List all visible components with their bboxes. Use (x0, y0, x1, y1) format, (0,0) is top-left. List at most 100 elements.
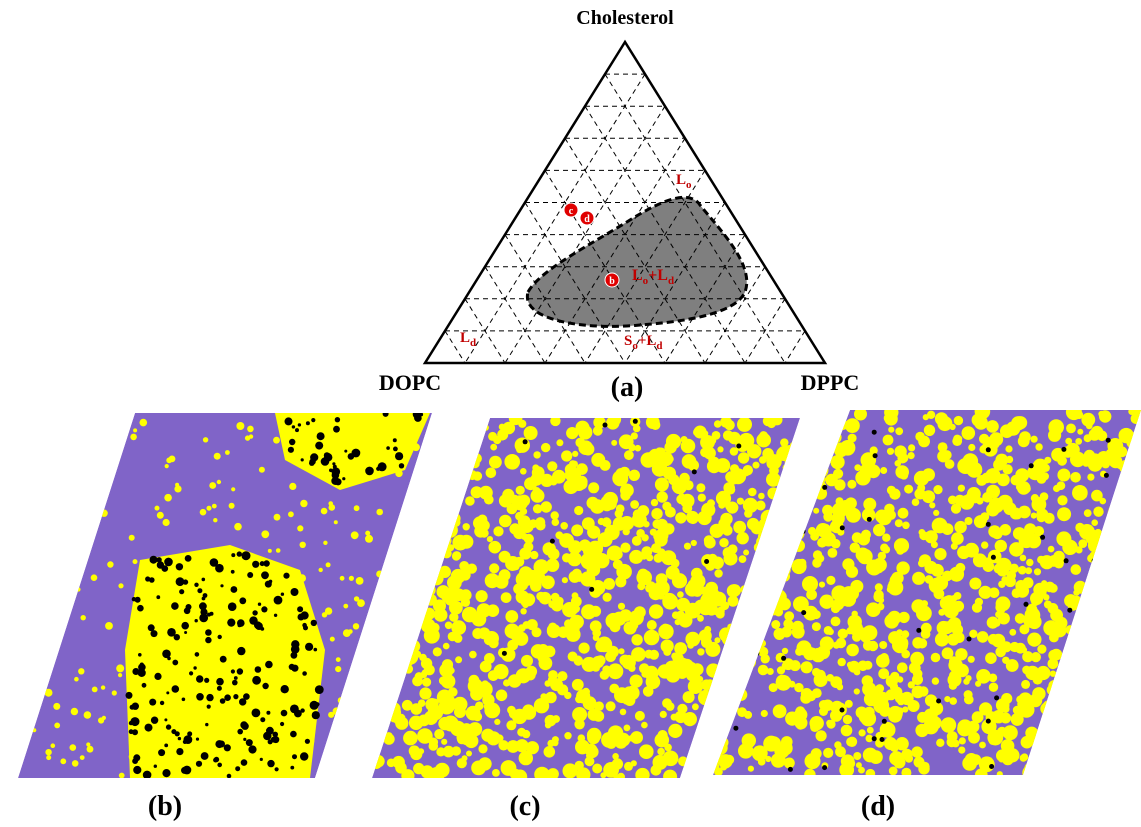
lipid-cluster (613, 560, 623, 570)
lipid-cluster (234, 523, 242, 531)
lipid-cluster (771, 753, 786, 768)
lipid-cluster (191, 644, 197, 650)
lipid-cluster (1121, 652, 1132, 663)
lipid-cluster (880, 544, 888, 552)
lipid-cluster (914, 488, 925, 499)
lipid-cluster (778, 598, 791, 611)
cholesterol-cluster (263, 560, 269, 566)
cholesterol-cluster (151, 717, 158, 724)
cholesterol-cluster (1067, 758, 1072, 763)
lipid-cluster (70, 431, 74, 435)
lipid-cluster (796, 461, 805, 470)
cholesterol-cluster (292, 425, 295, 428)
lipid-cluster (995, 602, 1006, 613)
lipid-cluster (783, 509, 796, 522)
lipid-cluster (1095, 709, 1104, 718)
lipid-cluster (1027, 615, 1041, 629)
cholesterol-cluster (220, 656, 227, 663)
cholesterol-cluster (916, 628, 921, 633)
lipid-cluster (411, 518, 419, 526)
lipid-cluster (164, 494, 172, 502)
lipid-cluster (925, 575, 934, 584)
lipid-cluster (887, 448, 894, 455)
lipid-cluster (710, 589, 720, 599)
lipid-cluster (1003, 464, 1013, 474)
lipid-cluster (421, 562, 433, 574)
lipid-cluster (441, 739, 447, 745)
lipid-cluster (1103, 688, 1117, 702)
cholesterol-cluster (172, 685, 180, 693)
lipid-cluster (969, 578, 981, 590)
lipid-cluster (275, 582, 282, 589)
lipid-cluster (696, 756, 711, 771)
lipid-cluster (1068, 667, 1080, 679)
lipid-cluster (21, 653, 26, 658)
lipid-cluster (467, 564, 477, 574)
cholesterol-cluster (158, 749, 165, 756)
lipid-cluster (1100, 604, 1114, 618)
lipid-cluster (750, 614, 759, 623)
lipid-cluster (652, 461, 668, 477)
lipid-cluster (468, 722, 482, 736)
lipid-cluster (376, 571, 383, 578)
lipid-cluster (802, 576, 818, 592)
lipid-cluster (1012, 588, 1022, 598)
lipid-cluster (729, 695, 738, 704)
lipid-cluster (243, 636, 250, 643)
lipid-cluster (708, 750, 723, 765)
lipid-cluster (433, 445, 443, 455)
lipid-cluster (1021, 680, 1030, 689)
lipid-cluster (1031, 652, 1041, 662)
lipid-cluster (423, 481, 436, 494)
lipid-cluster (671, 714, 678, 721)
lipid-cluster (708, 716, 722, 730)
cholesterol-cluster (263, 732, 271, 740)
lipid-cluster (781, 536, 792, 547)
lipid-cluster (643, 521, 649, 527)
lipid-cluster (657, 491, 668, 502)
lipid-cluster (728, 544, 738, 554)
lipid-cluster (730, 468, 746, 484)
lipid-cluster (434, 480, 450, 496)
lipid-cluster (209, 482, 216, 489)
lipid-cluster (418, 699, 426, 707)
lipid-cluster (785, 712, 799, 726)
lipid-cluster (1024, 762, 1037, 775)
cholesterol-cluster (352, 449, 361, 458)
lipid-cluster (536, 592, 545, 601)
lipid-cluster (713, 707, 725, 719)
lipid-cluster (260, 723, 266, 729)
lipid-cluster (817, 434, 825, 442)
lipid-cluster (618, 648, 624, 654)
lipid-cluster (387, 628, 394, 635)
lipid-cluster (740, 585, 748, 593)
lipid-cluster (819, 445, 831, 457)
lipid-cluster (911, 599, 925, 613)
lipid-cluster (556, 439, 563, 446)
lipid-cluster (440, 468, 452, 480)
lipid-cluster (401, 769, 414, 782)
lipid-cluster (434, 608, 448, 622)
lipid-cluster (879, 641, 887, 649)
lipid-cluster (1023, 577, 1034, 588)
lipid-cluster (631, 647, 646, 662)
lipid-cluster (380, 607, 389, 616)
lipid-cluster (743, 550, 749, 556)
lipid-cluster (771, 414, 782, 425)
cholesterol-cluster (281, 685, 289, 693)
lipid-cluster (922, 468, 935, 481)
lipid-cluster (812, 668, 821, 677)
cholesterol-cluster (315, 685, 324, 694)
lipid-cluster (1134, 542, 1141, 557)
lipid-cluster (1104, 663, 1113, 672)
lipid-cluster (782, 662, 790, 670)
lipid-cluster (777, 555, 790, 568)
lipid-cluster (509, 632, 516, 639)
lipid-cluster (1057, 481, 1066, 490)
lipid-cluster (769, 608, 776, 615)
lipid-cluster (236, 422, 244, 430)
lipid-cluster (714, 767, 723, 776)
lipid-cluster (45, 749, 51, 755)
lipid-cluster (335, 726, 342, 733)
cholesterol-cluster (166, 691, 169, 694)
